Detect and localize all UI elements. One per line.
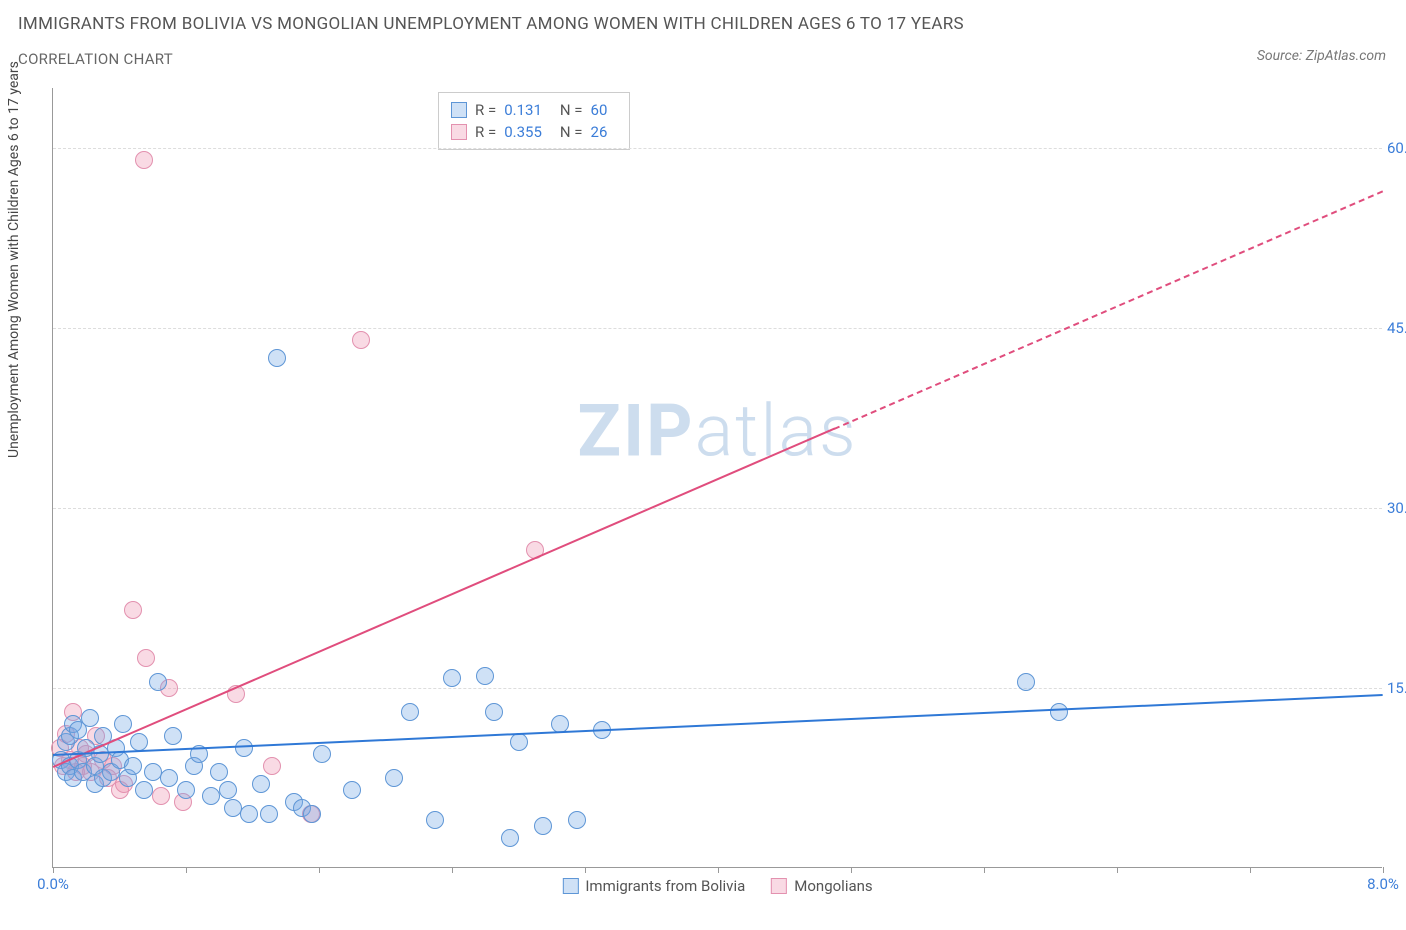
- data-point-a: [443, 669, 461, 687]
- x-tick-mark: [1117, 867, 1118, 873]
- gridline-h: [53, 688, 1382, 689]
- data-point-a: [224, 799, 242, 817]
- data-point-a: [81, 709, 99, 727]
- source-attribution: Source: ZipAtlas.com: [1257, 48, 1386, 64]
- r-value-b: 0.355: [504, 123, 542, 141]
- n-value-a: 60: [591, 101, 608, 119]
- data-point-a: [426, 811, 444, 829]
- x-tick-mark: [1383, 867, 1384, 873]
- stats-row-series-a: R = 0.131 N = 60: [451, 99, 617, 121]
- regression-line-b-dashed: [834, 190, 1383, 429]
- data-point-a: [1017, 673, 1035, 691]
- data-point-a: [202, 787, 220, 805]
- watermark-bold: ZIP: [577, 388, 694, 473]
- data-point-a: [124, 757, 142, 775]
- x-tick-mark: [718, 867, 719, 873]
- regression-line-b: [53, 428, 835, 768]
- data-point-a: [252, 775, 270, 793]
- data-point-a: [343, 781, 361, 799]
- x-tick-label: 8.0%: [1367, 875, 1399, 893]
- data-point-a: [114, 715, 132, 733]
- data-point-a: [160, 769, 178, 787]
- data-point-b: [152, 787, 170, 805]
- chart-subtitle: CORRELATION CHART: [18, 50, 173, 68]
- gridline-h: [53, 148, 1382, 149]
- data-point-a: [210, 763, 228, 781]
- swatch-series-b: [451, 124, 467, 140]
- data-point-a: [510, 733, 528, 751]
- x-tick-mark: [53, 867, 54, 873]
- bottom-legend: Immigrants from Bolivia Mongolians: [562, 877, 872, 895]
- x-tick-mark: [186, 867, 187, 873]
- r-value-a: 0.131: [504, 101, 542, 119]
- x-tick-mark: [319, 867, 320, 873]
- data-point-b: [352, 331, 370, 349]
- data-point-a: [260, 805, 278, 823]
- y-axis-label: Unemployment Among Women with Children A…: [6, 61, 22, 458]
- data-point-b: [135, 151, 153, 169]
- data-point-b: [263, 757, 281, 775]
- x-tick-mark: [984, 867, 985, 873]
- data-point-a: [501, 829, 519, 847]
- data-point-a: [385, 769, 403, 787]
- legend-swatch-b: [771, 878, 787, 894]
- y-tick-label: 15.0%: [1387, 679, 1406, 697]
- data-point-a: [313, 745, 331, 763]
- data-point-a: [235, 739, 253, 757]
- data-point-a: [268, 349, 286, 367]
- data-point-a: [149, 673, 167, 691]
- n-value-b: 26: [591, 123, 608, 141]
- legend-item-a: Immigrants from Bolivia: [562, 877, 745, 895]
- regression-line-a: [53, 694, 1383, 756]
- data-point-a: [130, 733, 148, 751]
- watermark: ZIPatlas: [577, 388, 857, 473]
- data-point-b: [124, 601, 142, 619]
- y-tick-label: 30.0%: [1387, 499, 1406, 517]
- r-label-a: R =: [475, 101, 496, 119]
- n-label-b: N =: [560, 123, 583, 141]
- x-tick-mark: [452, 867, 453, 873]
- y-tick-label: 60.0%: [1387, 139, 1406, 157]
- data-point-a: [303, 805, 321, 823]
- data-point-b: [137, 649, 155, 667]
- swatch-series-a: [451, 102, 467, 118]
- data-point-a: [177, 781, 195, 799]
- data-point-a: [401, 703, 419, 721]
- gridline-h: [53, 508, 1382, 509]
- legend-label-a: Immigrants from Bolivia: [585, 877, 745, 895]
- data-point-a: [164, 727, 182, 745]
- r-label-b: R =: [475, 123, 496, 141]
- x-tick-label: 0.0%: [37, 875, 69, 893]
- data-point-a: [485, 703, 503, 721]
- legend-label-b: Mongolians: [794, 877, 872, 895]
- gridline-h: [53, 328, 1382, 329]
- correlation-stats-box: R = 0.131 N = 60 R = 0.355 N = 26: [438, 92, 630, 150]
- chart-title: IMMIGRANTS FROM BOLIVIA VS MONGOLIAN UNE…: [18, 14, 964, 34]
- data-point-a: [240, 805, 258, 823]
- data-point-a: [219, 781, 237, 799]
- data-point-a: [534, 817, 552, 835]
- data-point-a: [144, 763, 162, 781]
- legend-swatch-a: [562, 878, 578, 894]
- x-tick-mark: [1250, 867, 1251, 873]
- x-tick-mark: [851, 867, 852, 873]
- legend-item-b: Mongolians: [771, 877, 872, 895]
- data-point-a: [1050, 703, 1068, 721]
- data-point-a: [568, 811, 586, 829]
- stats-row-series-b: R = 0.355 N = 26: [451, 121, 617, 143]
- scatter-chart-area: ZIPatlas R = 0.131 N = 60 R = 0.355 N = …: [52, 88, 1382, 868]
- y-tick-label: 45.0%: [1387, 319, 1406, 337]
- watermark-light: atlas: [695, 388, 858, 473]
- data-point-a: [476, 667, 494, 685]
- n-label-a: N =: [560, 101, 583, 119]
- data-point-a: [135, 781, 153, 799]
- x-tick-mark: [585, 867, 586, 873]
